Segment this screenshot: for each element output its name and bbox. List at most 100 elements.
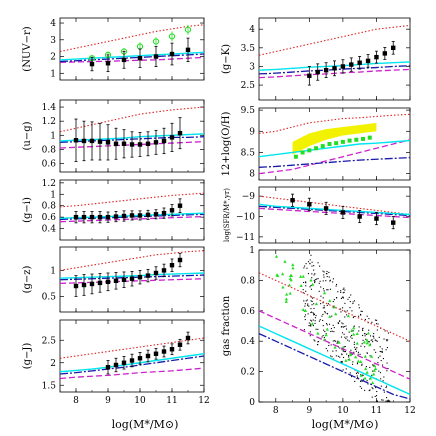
- gas-dot: [358, 330, 360, 332]
- gas-dot: [341, 353, 343, 355]
- gas-dot: [345, 338, 347, 340]
- data-point: [161, 138, 167, 144]
- y-tick-label: 0.8: [42, 202, 57, 212]
- gas-dot: [358, 315, 360, 317]
- gas-dot: [346, 314, 348, 316]
- gas-dot: [387, 399, 389, 401]
- gas-dot: [310, 296, 312, 298]
- gas-dot: [373, 337, 375, 339]
- gas-green-triangle: [291, 263, 295, 267]
- gas-dot: [368, 390, 370, 392]
- gas-dot: [381, 350, 383, 352]
- model-line-red: [259, 113, 410, 134]
- gas-dot: [386, 347, 388, 349]
- panel-frame: [258, 17, 411, 101]
- gas-dot: [361, 310, 363, 313]
- gas-dot: [309, 259, 311, 261]
- y-tick-label: 0: [249, 398, 255, 408]
- gas-dot: [317, 344, 319, 346]
- gas-dot: [313, 279, 315, 282]
- gas-dot: [330, 328, 332, 330]
- data-point: [81, 138, 87, 144]
- gas-dot: [305, 282, 307, 284]
- gas-dot: [304, 319, 306, 321]
- gas-dot: [348, 296, 350, 298]
- panel-oh: 8 8.5 9 9.5 12+log(O/H): [221, 106, 411, 181]
- plot-area: [60, 192, 204, 224]
- model-line-cyan: [259, 325, 410, 396]
- gas-dot: [379, 355, 381, 357]
- gas-dot: [365, 338, 367, 340]
- gas-dot: [332, 340, 334, 342]
- gas-dot: [332, 281, 334, 283]
- gas-dot: [317, 341, 319, 343]
- gas-dot: [331, 315, 333, 317]
- gas-green-triangle: [314, 302, 319, 306]
- data-point: [169, 51, 175, 57]
- data-point: [365, 58, 371, 64]
- gas-dot: [307, 304, 309, 306]
- gas-green-triangle: [372, 364, 377, 368]
- gas-dot: [357, 353, 359, 355]
- gas-dot: [376, 340, 378, 342]
- gas-dot: [382, 358, 385, 360]
- gas-dot: [332, 350, 334, 352]
- gas-dot: [355, 372, 358, 375]
- gas-dot: [371, 396, 373, 398]
- panel-gasfrac: 8 9 10 11 12 0 0.2 0.4 0.6 0.8 1 gas fraction: [221, 246, 416, 416]
- data-point: [161, 268, 167, 273]
- gas-dot: [314, 340, 316, 342]
- data-point: [121, 360, 127, 365]
- data-point: [340, 64, 346, 69]
- gas-dot: [383, 338, 385, 340]
- data-point: [105, 365, 111, 370]
- gas-dot: [304, 265, 306, 267]
- gas-dot: [377, 323, 379, 325]
- gas-green-triangle: [303, 308, 308, 312]
- gas-dot: [322, 307, 324, 309]
- gas-dot: [357, 372, 359, 374]
- data-point: [121, 57, 127, 63]
- y-axis-label: log(SFR/M*,yr): [223, 188, 231, 242]
- data-point: [73, 138, 79, 143]
- gas-dot: [320, 295, 322, 297]
- y-tick-label: 2.5: [241, 81, 256, 91]
- y-tick-label: 0.2: [241, 368, 255, 378]
- gas-dot: [324, 330, 326, 333]
- gas-dot: [375, 387, 377, 389]
- gas-dot: [309, 335, 311, 337]
- green-point: [347, 138, 352, 143]
- gas-dot: [362, 327, 364, 329]
- data-point: [97, 214, 103, 220]
- y-tick-label: 1.4: [42, 103, 57, 113]
- gas-dot: [303, 281, 305, 284]
- gas-dot: [311, 265, 313, 267]
- gas-dot: [365, 333, 368, 335]
- gas-dot: [327, 350, 329, 352]
- gas-dot: [368, 341, 370, 343]
- gas-dot: [317, 328, 319, 330]
- x-tick-label: 9: [306, 406, 312, 416]
- x-tick-label: 11: [166, 396, 177, 406]
- gas-dot: [364, 333, 366, 335]
- gas-green-triangle: [322, 291, 327, 295]
- gas-dot: [337, 341, 339, 343]
- green-point: [327, 142, 332, 146]
- model-line-red: [259, 195, 410, 216]
- gas-green-triangle: [333, 345, 337, 349]
- data-point: [161, 210, 167, 216]
- right-xlabel: log(M*/M⊙): [312, 418, 379, 431]
- gas-dot: [344, 310, 346, 312]
- gas-dot: [387, 400, 389, 402]
- gas-dot: [318, 290, 320, 292]
- gas-dot: [314, 317, 316, 319]
- gas-dot: [313, 303, 315, 305]
- gas-dot: [326, 289, 328, 291]
- gas-dot: [386, 397, 388, 399]
- panel-g-i: 0.4 0.60.8 11.2 (g−i): [22, 179, 205, 241]
- gas-green-triangle: [284, 299, 288, 303]
- x-tick-label: 12: [198, 396, 209, 406]
- gas-dot: [365, 366, 367, 368]
- data-point: [323, 67, 329, 73]
- data-point: [137, 274, 143, 280]
